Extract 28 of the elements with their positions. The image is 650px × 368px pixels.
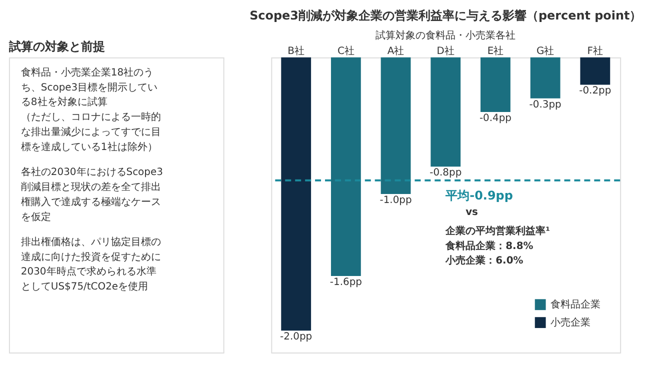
x-tick-label: A社 (387, 44, 404, 57)
data-label: -2.0pp (280, 332, 312, 343)
text: 排出権価格は、パリ協定目標の達成に向けた投資を促すために2030年時点で求められる水準としてUS$75/tCO2eを使用 (20, 236, 161, 293)
data-label: -0.3pp (529, 99, 562, 110)
legend-label: 食料品企業 (550, 298, 600, 311)
x-tick-label: E社 (487, 44, 504, 57)
text: （ただし、コロナによる一時的な排出量減少によってすでに目標を達成している1社は除外） (20, 111, 161, 154)
data-label: -0.8pp (430, 168, 462, 179)
x-tick-label: C社 (337, 44, 354, 57)
data-label: -0.2pp (579, 86, 612, 97)
x-tick-label: F社 (587, 44, 604, 57)
text: 試算の対象と前提 (8, 39, 105, 54)
annotation: vs (466, 206, 478, 218)
chart-subtitle: 試算対象の食料品・小売業各社 (376, 29, 516, 42)
text: 食料品・小売業企業18社のうち、Scope3目標を開示している8社を対象に試算 (20, 66, 158, 108)
data-label: -1.0pp (380, 194, 412, 206)
text: 各社の2030年におけるScope3削減目標と現状の差を全て排出権購入で達成する極端なケースを仮定 (20, 166, 163, 223)
data-label: -0.4pp (479, 113, 512, 124)
annotation: 企業の平均営業利益率¹ (444, 224, 550, 237)
x-tick-label: B社 (288, 44, 305, 57)
x-tick-label: D社 (436, 44, 454, 57)
legend-label: 小売企業 (550, 316, 590, 329)
data-label: -1.6pp (330, 276, 362, 288)
annotation: 食料品企業：8.8% (444, 240, 534, 252)
ref-line-label: 平均-0.9pp (444, 188, 514, 202)
x-tick-label: G社 (536, 44, 554, 57)
chart-title: Scope3削減が対象企業の営業利益率に与える影響（percent point） (250, 8, 642, 22)
annotation: 小売企業：6.0% (444, 254, 524, 267)
